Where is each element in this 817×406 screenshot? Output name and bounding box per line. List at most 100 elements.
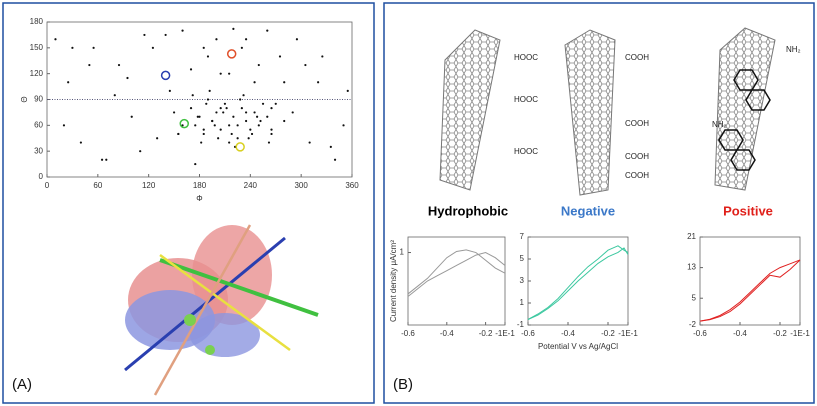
point bbox=[321, 55, 324, 58]
point bbox=[88, 63, 91, 67]
point bbox=[249, 128, 252, 131]
functional-group: COOH bbox=[625, 53, 649, 62]
curve bbox=[699, 259, 801, 322]
point bbox=[177, 132, 180, 136]
y-tick-label: 0 bbox=[39, 172, 44, 181]
point bbox=[223, 102, 227, 105]
point bbox=[202, 128, 205, 131]
point bbox=[283, 81, 286, 84]
point bbox=[222, 111, 225, 114]
y-tick-label: 21 bbox=[687, 232, 696, 241]
point bbox=[230, 132, 233, 136]
panel-label: (A) bbox=[12, 376, 32, 393]
functional-group: NH₂ bbox=[786, 45, 801, 54]
point bbox=[333, 158, 337, 161]
point bbox=[113, 94, 116, 97]
y-tick-label: -1 bbox=[517, 320, 525, 329]
x-tick-label: 180 bbox=[193, 181, 207, 190]
point bbox=[205, 102, 208, 105]
y-tick-label: 5 bbox=[520, 254, 525, 263]
x-tick-label: -0.4 bbox=[733, 329, 747, 338]
point bbox=[168, 89, 171, 92]
point bbox=[202, 46, 205, 49]
y-tick-label: 13 bbox=[687, 263, 696, 272]
point bbox=[100, 158, 104, 161]
point bbox=[164, 33, 167, 37]
functional-group: COOH bbox=[625, 119, 649, 128]
functional-group: HOOC bbox=[514, 53, 538, 62]
point bbox=[304, 63, 307, 67]
point bbox=[244, 38, 248, 41]
tube-label: Hydrophobic bbox=[428, 203, 508, 218]
y-tick-label: 1 bbox=[520, 298, 525, 307]
curve bbox=[407, 249, 506, 295]
point bbox=[194, 162, 197, 166]
x-tick-label: -1E-1 bbox=[495, 329, 515, 338]
functional-group: NH₂ bbox=[712, 120, 727, 129]
point bbox=[342, 124, 345, 127]
point bbox=[181, 124, 184, 127]
y-tick-label: -2 bbox=[689, 320, 697, 329]
tube-label: Negative bbox=[561, 203, 615, 218]
point bbox=[172, 111, 176, 114]
point bbox=[259, 119, 262, 123]
x-tick-label: -0.6 bbox=[401, 329, 415, 338]
functional-group: COOH bbox=[625, 152, 649, 161]
x-tick-label: -0.6 bbox=[693, 329, 707, 338]
x-tick-label: -0.4 bbox=[561, 329, 575, 338]
point bbox=[256, 115, 259, 118]
x-tick-label: -0.2 bbox=[479, 329, 493, 338]
point bbox=[267, 141, 271, 144]
point bbox=[236, 137, 239, 140]
x-tick-label: 360 bbox=[345, 181, 359, 190]
point bbox=[270, 132, 273, 136]
y-axis-label: Current density μA/cm² bbox=[389, 240, 398, 322]
y-tick-label: 90 bbox=[34, 95, 43, 104]
point bbox=[208, 89, 211, 92]
point bbox=[200, 141, 203, 144]
point bbox=[228, 141, 231, 144]
highlight bbox=[160, 70, 171, 81]
point bbox=[79, 141, 82, 144]
y-tick-label: 3 bbox=[520, 276, 525, 285]
nanotube-illustrations bbox=[439, 27, 776, 196]
point bbox=[117, 63, 121, 67]
y-tick-label: 7 bbox=[520, 232, 525, 241]
point bbox=[317, 81, 320, 84]
point bbox=[295, 38, 299, 41]
y-axis-label: Θ bbox=[20, 96, 29, 102]
point bbox=[270, 107, 273, 110]
x-tick-label: -1E-1 bbox=[618, 329, 638, 338]
y-tick-label: 180 bbox=[30, 17, 44, 26]
point bbox=[213, 124, 216, 127]
x-tick-label: 120 bbox=[142, 181, 156, 190]
x-tick-label: -0.6 bbox=[521, 329, 535, 338]
point bbox=[71, 46, 74, 49]
point bbox=[130, 115, 133, 118]
point bbox=[211, 119, 214, 123]
functional-group: HOOC bbox=[514, 147, 538, 156]
point bbox=[156, 137, 159, 140]
tube-label: Positive bbox=[723, 203, 773, 218]
point bbox=[261, 102, 265, 105]
point bbox=[92, 46, 95, 49]
functional-group: COOH bbox=[625, 171, 649, 180]
point bbox=[219, 72, 222, 75]
x-tick-label: -1E-1 bbox=[790, 329, 810, 338]
y-tick-label: 60 bbox=[34, 120, 43, 129]
point bbox=[257, 63, 260, 67]
highlight bbox=[235, 142, 245, 152]
point bbox=[266, 115, 269, 118]
point bbox=[219, 107, 222, 110]
point bbox=[247, 137, 250, 140]
point bbox=[54, 38, 57, 41]
x-tick-label: 300 bbox=[294, 181, 308, 190]
plot-frame bbox=[699, 236, 801, 326]
point bbox=[191, 94, 194, 97]
point bbox=[215, 111, 218, 114]
x-tick-label: 240 bbox=[244, 181, 258, 190]
protein-illustration bbox=[124, 224, 319, 396]
curve bbox=[699, 259, 801, 322]
point bbox=[143, 33, 146, 37]
